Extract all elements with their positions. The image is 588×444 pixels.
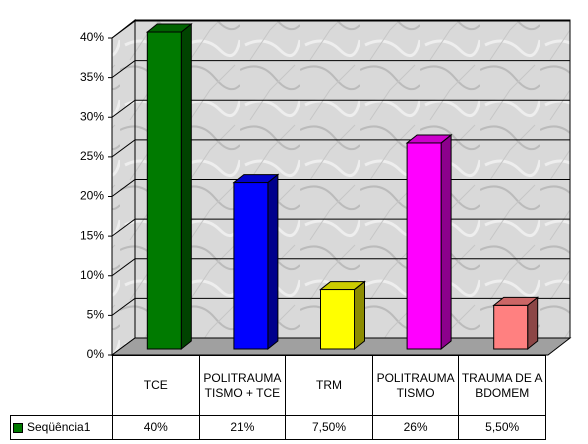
bar [146,31,182,350]
value-cell: 5,50% [458,415,546,440]
bar [320,289,355,350]
y-tick-label: 10% [80,268,104,282]
y-tick-label: 40% [80,30,104,44]
bar-side [527,296,539,351]
grid-line [111,99,570,118]
bar [233,182,269,350]
y-tick-label: 35% [80,70,104,84]
value-cell: 21% [198,415,287,440]
category-cell: TRAUMA DE ABDOMEM [458,355,546,416]
bar [493,304,529,350]
legend-cell: Seqüência1 [10,415,113,440]
category-cell: POLITRAUMATISMO + TCE [198,355,287,416]
y-tick-label: 5% [87,308,105,322]
legend-swatch [13,422,23,433]
y-tick-label: 30% [80,109,104,123]
y-tick-label: 0% [87,347,105,361]
bar-side [180,22,192,351]
bar [406,142,442,350]
value-cell: 40% [112,415,200,440]
bar-side [440,133,452,351]
value-cell: 26% [371,415,460,440]
value-cell: 7,50% [285,415,373,440]
category-cell: TCE [112,355,200,416]
legend-label: Seqüência1 [27,420,91,434]
grid-line [111,60,570,79]
bar-side [267,173,279,351]
category-cell: POLITRAUMATISMO [371,355,460,416]
category-cell: TRM [285,355,373,416]
y-tick-label: 20% [80,189,104,203]
y-tick-label: 25% [80,149,104,163]
grid-line [111,20,570,39]
y-tick-label: 15% [80,228,104,242]
bar-side [354,280,365,351]
